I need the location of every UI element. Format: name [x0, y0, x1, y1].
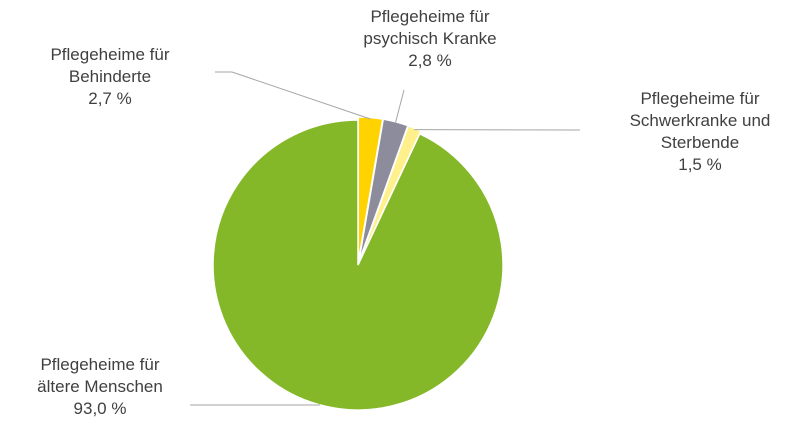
value-label: 1,5 %	[678, 155, 721, 174]
leader-line	[215, 71, 371, 120]
pie-slice	[212, 119, 504, 411]
value-label: 2,7 %	[88, 89, 131, 108]
leader-line	[394, 89, 405, 124]
slice-label: Pflegeheime für ältere Menschen	[37, 355, 163, 396]
value-label: 2,8 %	[408, 51, 451, 70]
value-label: 93,0 %	[74, 399, 127, 418]
slice-label: Pflegeheime für psychisch Kranke	[363, 7, 496, 48]
slice-label: Pflegeheime für Schwerkranke und Sterbende	[630, 89, 771, 152]
slice-label: Pflegeheime für Behinderte	[50, 45, 169, 86]
